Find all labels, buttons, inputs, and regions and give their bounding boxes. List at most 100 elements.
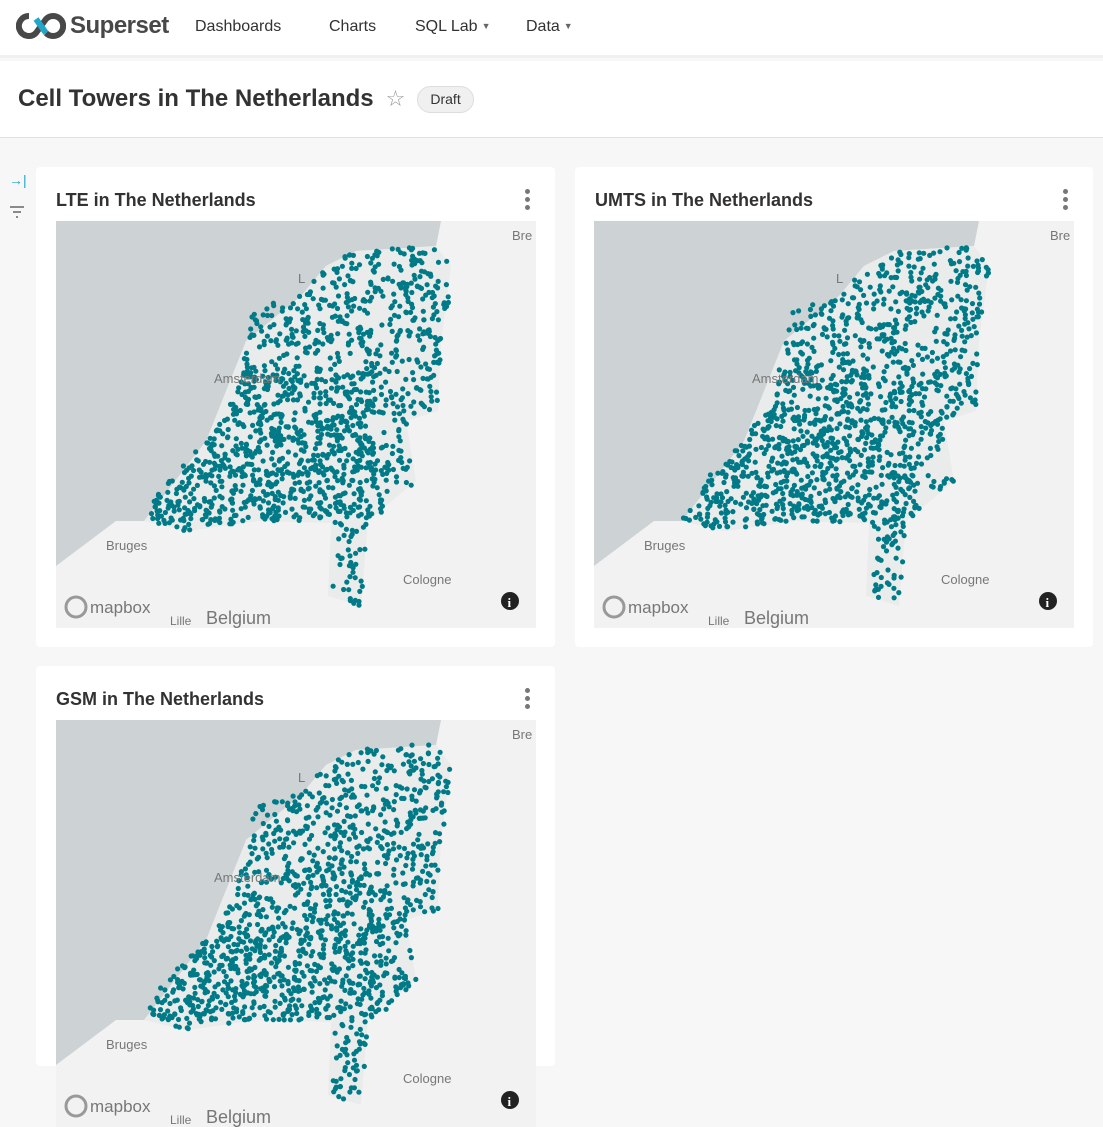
cell-tower-point (415, 837, 421, 843)
cell-tower-point (406, 824, 412, 830)
cell-tower-point (393, 792, 399, 798)
cell-tower-point (779, 453, 785, 459)
cell-tower-point (851, 295, 857, 301)
cell-tower-point (397, 438, 403, 444)
cell-tower-point (783, 461, 789, 467)
cell-tower-point (821, 325, 827, 331)
cell-tower-point (346, 538, 352, 545)
cell-tower-point (330, 415, 336, 421)
cell-tower-point (219, 1006, 225, 1012)
cell-tower-point (964, 287, 970, 293)
cell-tower-point (158, 985, 164, 991)
cell-tower-point (332, 469, 338, 476)
cell-tower-point (238, 948, 244, 954)
map-lte[interactable]: Bre L Amsterdam Bruges Cologne Belgium Lille ma… (56, 221, 536, 628)
cell-tower-point (343, 805, 349, 811)
cell-tower-point (438, 802, 444, 808)
cell-tower-point (413, 976, 419, 982)
cell-tower-point (423, 805, 429, 811)
cell-tower-point (424, 878, 430, 884)
more-options-icon[interactable] (525, 189, 531, 210)
cell-tower-point (175, 502, 181, 508)
cell-tower-point (710, 525, 716, 531)
cell-tower-point (865, 456, 871, 462)
cell-tower-point (401, 795, 407, 802)
cell-tower-point (785, 388, 791, 395)
cell-tower-point (824, 334, 830, 340)
cell-tower-point (245, 883, 251, 889)
cell-tower-point (435, 317, 441, 323)
cell-tower-point (419, 771, 425, 777)
cell-tower-point (837, 421, 843, 427)
filter-icon[interactable] (9, 205, 25, 222)
cell-tower-point (273, 964, 279, 970)
cell-tower-point (327, 503, 333, 509)
cell-tower-point (229, 521, 235, 527)
cell-tower-point (274, 366, 281, 372)
cell-tower-point (269, 850, 275, 856)
cell-tower-point (318, 506, 324, 512)
cell-tower-point (317, 951, 323, 957)
superset-logo[interactable]: Superset (16, 12, 169, 40)
cell-tower-point (893, 396, 899, 402)
cell-tower-point (443, 282, 449, 288)
nav-charts[interactable]: Charts (329, 18, 377, 35)
cell-tower-point (719, 495, 726, 501)
cell-tower-point (304, 916, 310, 923)
cell-tower-point (782, 378, 788, 384)
cell-tower-point (875, 381, 882, 387)
cell-tower-point (290, 383, 296, 389)
cell-tower-point (779, 413, 785, 419)
cell-tower-point (264, 983, 270, 989)
cell-tower-point (299, 1003, 305, 1009)
cell-tower-point (312, 341, 318, 347)
cell-tower-point (881, 301, 887, 307)
cell-tower-point (877, 324, 883, 331)
star-outline-icon[interactable]: ☆ (385, 86, 406, 111)
cell-tower-point (794, 326, 800, 333)
more-options-icon[interactable] (525, 688, 531, 709)
map-gsm[interactable]: Bre L Amsterdam Bruges Cologne Belgium Lille ma… (56, 720, 536, 1127)
page-title[interactable]: Cell Towers in The Netherlands (18, 85, 374, 112)
cell-tower-point (281, 1017, 287, 1023)
cell-tower-point (251, 501, 257, 507)
cell-tower-point (264, 333, 270, 339)
cell-tower-point (371, 387, 377, 393)
cell-tower-point (406, 356, 412, 363)
nav-data[interactable]: Data ▼ (526, 18, 573, 36)
cell-tower-point (798, 325, 804, 331)
cell-tower-point (361, 985, 367, 991)
cell-tower-point (761, 428, 767, 434)
cell-tower-point (378, 468, 384, 474)
cell-tower-point (334, 438, 340, 444)
cell-tower-point (397, 916, 403, 922)
cell-tower-point (248, 374, 254, 380)
cell-tower-point (249, 851, 255, 857)
cell-tower-point (258, 324, 264, 330)
cell-tower-point (864, 435, 870, 441)
nav-dashboards[interactable]: Dashboards (195, 18, 282, 35)
cell-tower-point (393, 391, 399, 397)
cell-tower-point (372, 396, 378, 402)
cell-tower-point (359, 583, 365, 589)
cell-tower-point (336, 966, 342, 972)
nav-sql-lab[interactable]: SQL Lab ▼ (415, 18, 490, 36)
expand-filters-icon[interactable]: →| (9, 172, 27, 188)
cell-tower-point (311, 975, 317, 981)
map-label-cologne: Cologne (403, 1071, 451, 1086)
cell-tower-point (724, 489, 730, 495)
cell-tower-point (398, 982, 404, 988)
cell-tower-point (332, 979, 338, 985)
map-umts[interactable]: Bre L Amsterdam Bruges Cologne Belgium Lille ma… (594, 221, 1074, 628)
cell-tower-point (355, 982, 361, 988)
cell-tower-point (338, 1076, 344, 1082)
cell-tower-point (343, 1001, 349, 1007)
cell-tower-point (338, 936, 344, 942)
cell-tower-point (334, 925, 340, 931)
cell-tower-point (753, 446, 759, 452)
cell-tower-point (714, 491, 720, 497)
cell-tower-point (830, 326, 836, 332)
status-badge[interactable]: Draft (417, 85, 474, 113)
more-options-icon[interactable] (1063, 189, 1069, 210)
cell-tower-point (844, 470, 851, 476)
